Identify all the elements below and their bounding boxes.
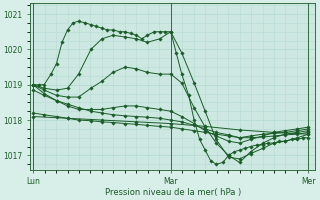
X-axis label: Pression niveau de la mer( hPa ): Pression niveau de la mer( hPa ) <box>105 188 241 197</box>
